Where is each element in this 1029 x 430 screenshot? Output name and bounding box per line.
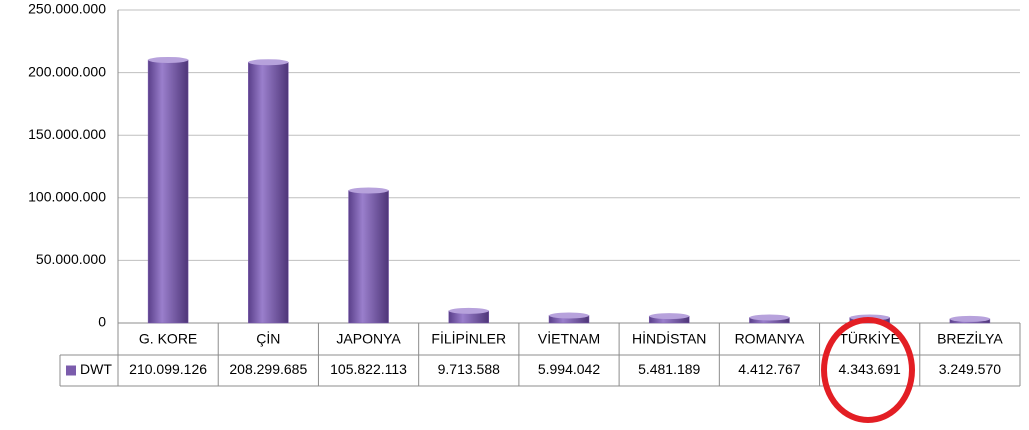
- value-label: 105.822.113: [330, 361, 407, 377]
- x-tick-label: TÜRKİYE: [839, 330, 900, 347]
- bar: [348, 190, 389, 324]
- bar-cap: [749, 314, 790, 321]
- bar-cap: [448, 307, 489, 314]
- x-tick-label: JAPONYA: [336, 331, 401, 347]
- bar-cap: [248, 59, 289, 66]
- bar: [248, 61, 289, 324]
- y-tick-label: 150.000.000: [28, 126, 106, 142]
- y-tick-label: 0: [98, 314, 106, 330]
- bar: [147, 59, 189, 324]
- value-label: 9.713.588: [438, 361, 500, 377]
- y-tick-label: 50.000.000: [36, 251, 106, 267]
- y-tick-label: 250.000.000: [28, 1, 106, 17]
- value-label: 208.299.685: [229, 361, 307, 377]
- legend-swatch: [66, 365, 76, 376]
- value-label: 3.249.570: [939, 361, 1001, 377]
- value-label: 4.343.691: [839, 361, 901, 377]
- x-tick-label: FİLİPİNLER: [431, 330, 506, 347]
- bar-cap: [549, 312, 589, 319]
- x-tick-label: VİETNAM: [538, 330, 600, 347]
- y-tick-label: 200.000.000: [28, 63, 106, 79]
- legend-label: DWT: [80, 361, 112, 377]
- x-tick-label: ROMANYA: [735, 331, 805, 347]
- y-tick-label: 100.000.000: [28, 189, 106, 205]
- bar-cap: [949, 315, 990, 322]
- value-label: 210.099.126: [129, 361, 207, 377]
- x-tick-label: G. KORE: [139, 331, 197, 347]
- bar-cap: [148, 56, 189, 63]
- bar-cap: [348, 187, 389, 194]
- value-label: 4.412.767: [738, 361, 800, 377]
- x-tick-label: ÇİN: [256, 330, 280, 347]
- value-label: 5.481.189: [638, 361, 700, 377]
- x-tick-label: BREZİLYA: [937, 330, 1003, 347]
- x-tick-label: HİNDİSTAN: [632, 330, 706, 347]
- highlight-circle: [821, 317, 915, 423]
- bar-cap: [649, 313, 690, 320]
- value-label: 5.994.042: [538, 361, 600, 377]
